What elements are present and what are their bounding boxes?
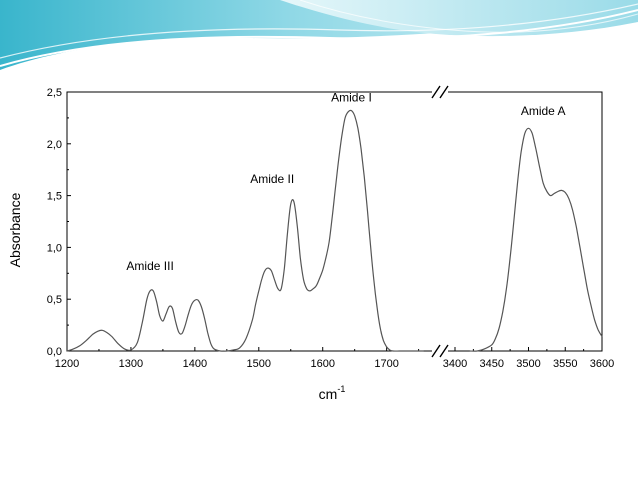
banner-line-1: [0, 9, 638, 67]
top-axis-break-gap: [432, 86, 448, 98]
x-axis-break-mark: [431, 344, 441, 358]
x-tick-label: 1500: [247, 358, 271, 370]
banner-line-3: [299, 0, 638, 33]
x-tick-label: 3500: [516, 358, 540, 370]
plot-frame: [66, 91, 603, 352]
x-axis-break-mark: [439, 344, 449, 358]
x-tick-label: 3450: [480, 358, 504, 370]
y-tick-label: 2,5: [47, 87, 62, 99]
x-tick-label: 3400: [443, 358, 467, 370]
top-axis-break-mark: [431, 85, 441, 99]
y-tick-label: 0,0: [47, 346, 62, 358]
x-tick-label: 3600: [590, 358, 614, 370]
peak-annotation: Amide II: [250, 172, 294, 186]
x-axis-label-superscript: -1: [337, 384, 345, 394]
x-axis-label: cm-1: [319, 384, 346, 402]
y-tick-label: 1,0: [47, 242, 62, 254]
x-tick-label: 1200: [55, 358, 79, 370]
peak-annotation: Amide I: [331, 90, 372, 104]
y-tick-label: 2,0: [47, 139, 62, 151]
y-tick-label: 0,5: [47, 294, 62, 306]
banner-line-2: [0, 3, 638, 59]
y-tick-label: 1,5: [47, 191, 62, 203]
y-axis-label: Absorbance: [7, 192, 23, 267]
spectrum-line-segment-2: [469, 127, 603, 352]
spectrum-line-segment-1: [66, 109, 424, 352]
x-tick-label: 1600: [310, 358, 334, 370]
top-axis-break-mark: [439, 85, 449, 99]
peak-annotation: Amide A: [521, 104, 566, 118]
x-axis-label-unit: cm: [319, 386, 338, 402]
x-axis-break-gap: [432, 345, 448, 357]
header-banner: [0, 0, 638, 70]
x-tick-label: 3550: [553, 358, 577, 370]
x-tick-label: 1700: [374, 358, 398, 370]
peak-annotation: Amide III: [126, 259, 173, 273]
x-tick-label: 1300: [119, 358, 143, 370]
x-tick-label: 1400: [183, 358, 207, 370]
